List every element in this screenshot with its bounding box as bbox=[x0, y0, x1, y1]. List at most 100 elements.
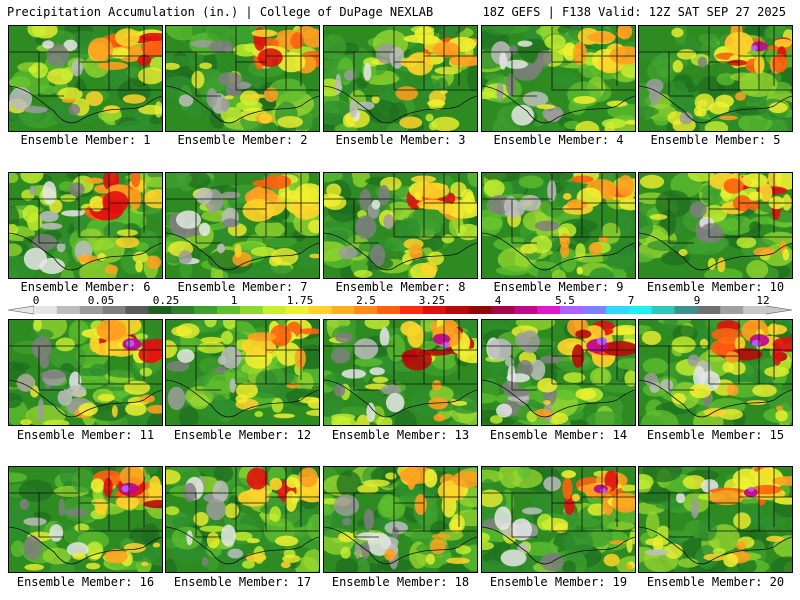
ensemble-member-map bbox=[165, 319, 320, 426]
colorbar-segment bbox=[445, 306, 470, 314]
precipitation-map-graphic bbox=[324, 467, 477, 572]
ensemble-member-map bbox=[638, 319, 793, 426]
ensemble-member-label: Ensemble Member: 2 bbox=[177, 133, 308, 147]
colorbar-segment bbox=[148, 306, 172, 314]
ensemble-member-label: Ensemble Member: 1 bbox=[20, 133, 151, 147]
precipitation-map-graphic bbox=[639, 320, 792, 425]
ensemble-member-map bbox=[8, 466, 163, 573]
ensemble-member-map bbox=[165, 466, 320, 573]
colorbar-segment bbox=[674, 306, 698, 314]
ensemble-member-map bbox=[481, 466, 636, 573]
precipitation-map-graphic bbox=[324, 173, 477, 278]
colorbar-segment bbox=[720, 306, 744, 314]
precipitation-colorbar: 0 0.05 0.25 1 1.75 2.5 3.25 4 5.5 7 9 12 bbox=[0, 294, 800, 318]
colorbar-tick-label: 1 bbox=[231, 296, 238, 307]
ensemble-member-label: Ensemble Member: 6 bbox=[20, 280, 151, 294]
ensemble-member-label: Ensemble Member: 4 bbox=[493, 133, 624, 147]
precipitation-map-graphic bbox=[639, 26, 792, 131]
ensemble-member-label: Ensemble Member: 10 bbox=[646, 280, 785, 294]
colorbar-segment bbox=[491, 306, 515, 314]
colorbar-segment bbox=[239, 306, 264, 314]
colorbar-segment bbox=[651, 306, 675, 314]
colorbar-tick-label: 1.75 bbox=[287, 296, 314, 307]
colorbar-segment bbox=[79, 306, 104, 314]
precipitation-map-graphic bbox=[166, 26, 319, 131]
colorbar-segment bbox=[514, 306, 538, 314]
colorbar-tick-label: 5.5 bbox=[555, 296, 575, 307]
colorbar-tick-label: 0 bbox=[33, 296, 40, 307]
colorbar-segment bbox=[331, 306, 355, 314]
colorbar-segment bbox=[422, 306, 447, 314]
ensemble-member-label: Ensemble Member: 8 bbox=[335, 280, 466, 294]
ensemble-member-map bbox=[8, 172, 163, 279]
colorbar-segment bbox=[102, 306, 126, 314]
ensemble-member-map bbox=[481, 25, 636, 132]
ensemble-member-label: Ensemble Member: 19 bbox=[489, 575, 628, 589]
colorbar-segment bbox=[628, 306, 653, 314]
ensemble-member-map bbox=[481, 172, 636, 279]
ensemble-member-label: Ensemble Member: 5 bbox=[650, 133, 781, 147]
ensemble-member-label: Ensemble Member: 20 bbox=[646, 575, 785, 589]
colorbar-segment bbox=[262, 306, 287, 314]
colorbar-tick-label: 12 bbox=[756, 296, 769, 307]
precipitation-map-graphic bbox=[9, 173, 162, 278]
colorbar-tick-label: 7 bbox=[628, 296, 635, 307]
colorbar-segment bbox=[468, 306, 492, 314]
colorbar-segment bbox=[194, 306, 218, 314]
ensemble-member-label: Ensemble Member: 13 bbox=[331, 428, 470, 442]
precipitation-map-graphic bbox=[639, 467, 792, 572]
precipitation-map-graphic bbox=[482, 320, 635, 425]
ensemble-member-label: Ensemble Member: 12 bbox=[173, 428, 312, 442]
colorbar-segment bbox=[125, 306, 149, 314]
map-title: Precipitation Accumulation (in.) | Colle… bbox=[7, 5, 434, 19]
ensemble-member-map bbox=[323, 25, 478, 132]
model-run-info: 18Z GEFS | F138 Valid: 12Z SAT SEP 27 20… bbox=[482, 5, 786, 19]
colorbar-segment bbox=[743, 306, 767, 314]
ensemble-member-label: Ensemble Member: 18 bbox=[331, 575, 470, 589]
precipitation-map-graphic bbox=[324, 320, 477, 425]
colorbar-segment bbox=[354, 306, 378, 314]
ensemble-member-label: Ensemble Member: 9 bbox=[493, 280, 624, 294]
precipitation-map-graphic bbox=[324, 26, 477, 131]
precipitation-map-graphic bbox=[166, 320, 319, 425]
precipitation-map-graphic bbox=[639, 173, 792, 278]
colorbar-segment bbox=[56, 306, 81, 314]
ensemble-member-map bbox=[8, 319, 163, 426]
colorbar-tick-label: 0.05 bbox=[88, 296, 115, 307]
ensemble-member-map bbox=[481, 319, 636, 426]
precipitation-map-graphic bbox=[482, 26, 635, 131]
ensemble-member-map bbox=[323, 172, 478, 279]
ensemble-member-label: Ensemble Member: 15 bbox=[646, 428, 785, 442]
precipitation-map-graphic bbox=[9, 467, 162, 572]
colorbar-segment bbox=[697, 306, 721, 314]
ensemble-member-label: Ensemble Member: 14 bbox=[489, 428, 628, 442]
ensemble-member-map bbox=[638, 466, 793, 573]
colorbar-segment bbox=[377, 306, 401, 314]
ensemble-member-map bbox=[638, 25, 793, 132]
ensemble-member-label: Ensemble Member: 11 bbox=[16, 428, 155, 442]
ensemble-member-label: Ensemble Member: 17 bbox=[173, 575, 312, 589]
ensemble-member-label: Ensemble Member: 7 bbox=[177, 280, 308, 294]
ensemble-member-map bbox=[323, 466, 478, 573]
colorbar-segment bbox=[308, 306, 332, 314]
ensemble-member-label: Ensemble Member: 16 bbox=[16, 575, 155, 589]
colorbar-tick-label: 9 bbox=[694, 296, 701, 307]
colorbar-segment bbox=[560, 306, 584, 314]
colorbar-segment bbox=[171, 306, 195, 314]
precipitation-map-graphic bbox=[166, 467, 319, 572]
precipitation-map-graphic bbox=[9, 26, 162, 131]
colorbar-tick-label: 4 bbox=[495, 296, 502, 307]
colorbar-segment bbox=[34, 306, 58, 314]
colorbar-segment bbox=[285, 306, 309, 314]
precipitation-map-graphic bbox=[166, 173, 319, 278]
ensemble-member-map bbox=[165, 172, 320, 279]
colorbar-segment bbox=[583, 306, 607, 314]
colorbar-segment bbox=[400, 306, 424, 314]
ensemble-member-map bbox=[638, 172, 793, 279]
ensemble-member-map bbox=[323, 319, 478, 426]
precipitation-map-graphic bbox=[482, 467, 635, 572]
colorbar-tick-label: 3.25 bbox=[419, 296, 446, 307]
ensemble-member-map bbox=[165, 25, 320, 132]
colorbar-graphic: 0 0.05 0.25 1 1.75 2.5 3.25 4 5.5 7 9 12 bbox=[7, 294, 793, 315]
colorbar-segment bbox=[217, 306, 241, 314]
